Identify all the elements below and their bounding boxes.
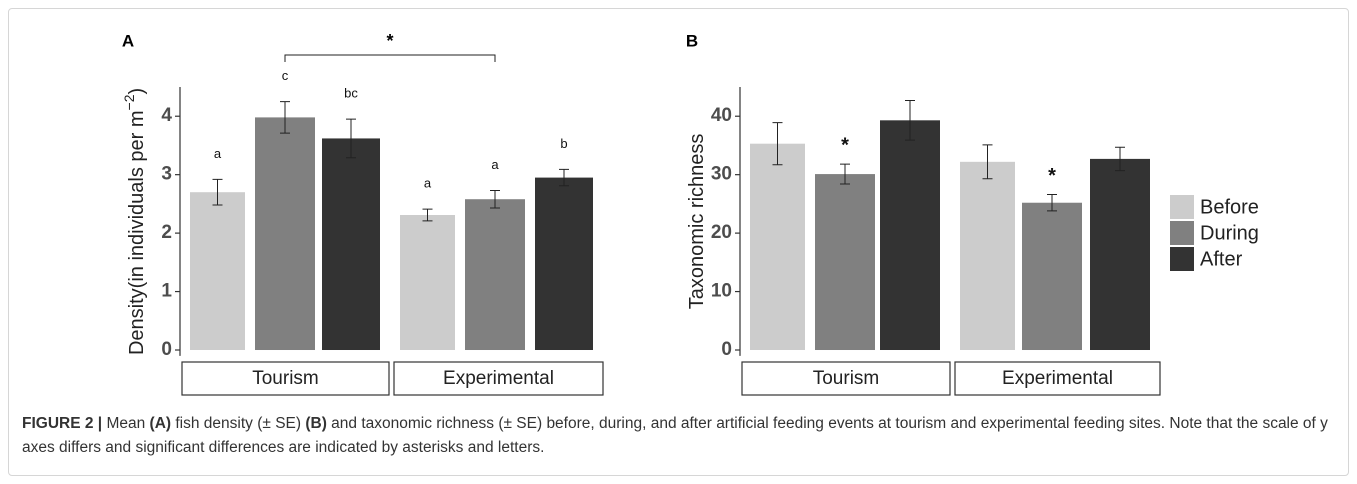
y-axis-label-part: Taxonomic richness: [686, 134, 708, 310]
legend-swatch: [1170, 195, 1194, 219]
significance-label: bc: [344, 86, 358, 101]
bar: [960, 161, 1015, 351]
legend-label: During: [1200, 222, 1259, 244]
bracket-label: *: [386, 31, 393, 51]
significance-label: c: [282, 68, 289, 83]
error-bar: [772, 122, 783, 166]
y-axis-label-part: Density(in individuals per m: [126, 110, 148, 355]
figure-frame: [8, 8, 1349, 476]
y-tick-label: 4: [161, 105, 172, 126]
facet-label: Experimental: [443, 368, 554, 389]
error-bar: [280, 101, 290, 134]
bracket: [284, 54, 496, 62]
legend-label: Before: [1200, 196, 1259, 218]
bar: [1090, 158, 1150, 351]
error-bar: [840, 163, 850, 185]
y-axis-label-part: ): [126, 88, 148, 95]
significance-label: a: [491, 157, 499, 172]
bar: [1022, 202, 1082, 351]
y-tick-label: 0: [161, 339, 172, 360]
facet-strip: [393, 361, 604, 396]
error-bar: [1115, 146, 1125, 172]
caption-text: and taxonomic richness (± SE) before, du…: [22, 415, 1328, 456]
significance-label: *: [841, 134, 849, 156]
bar: [815, 174, 875, 351]
caption-text: (A): [149, 415, 172, 432]
facet-label: Tourism: [252, 368, 319, 389]
facet-strip: [954, 361, 1161, 396]
legend-swatch: [1170, 221, 1194, 245]
y-tick-label: 3: [161, 164, 172, 185]
bar: [322, 138, 380, 351]
y-tick-label: 0: [721, 339, 732, 360]
error-bar: [559, 168, 569, 187]
bar: [465, 199, 525, 351]
bar: [400, 214, 455, 351]
significance-label: b: [560, 136, 567, 151]
y-tick-label: 1: [161, 281, 172, 302]
y-tick-label: 30: [711, 164, 732, 185]
y-tick-label: 40: [711, 105, 732, 126]
bar: [880, 120, 940, 351]
error-bar: [490, 189, 500, 209]
facet-label: Tourism: [813, 368, 880, 389]
significance-label: *: [1048, 165, 1056, 187]
y-tick-label: 20: [711, 222, 732, 243]
y-tick-label: 2: [161, 222, 172, 243]
y-axis-label-part: −2: [121, 94, 137, 110]
panel-label: B: [686, 31, 698, 50]
caption-label: FIGURE 2 |: [22, 415, 103, 432]
error-bar: [346, 118, 356, 159]
bar: [535, 177, 593, 351]
facet-label: Experimental: [1002, 368, 1113, 389]
significance-label: a: [214, 146, 222, 161]
y-axis-label: Density(in individuals per m−2): [121, 88, 149, 355]
panel-label: A: [122, 31, 134, 50]
error-bar: [982, 144, 993, 180]
legend-swatch: [1170, 247, 1194, 271]
facet-strip: [181, 361, 390, 396]
bar: [190, 192, 245, 351]
caption: FIGURE 2 | Mean (A) fish density (± SE) …: [22, 412, 1332, 460]
error-bar: [905, 99, 915, 141]
error-bar: [212, 178, 223, 206]
error-bar: [1047, 194, 1057, 212]
caption-text: fish density (± SE): [171, 415, 306, 432]
chart: A 0 1 2 3 4 Density(in individuals per m−2) Tou…: [121, 31, 1259, 396]
error-bar: [422, 208, 433, 222]
legend-label: After: [1200, 248, 1243, 270]
caption-text: Mean: [102, 415, 150, 432]
facet-strip: [741, 361, 951, 396]
significance-label: a: [424, 176, 432, 191]
bar: [255, 117, 315, 351]
y-axis-label: Taxonomic richness: [686, 134, 708, 310]
caption-text: (B): [305, 415, 327, 432]
y-tick-label: 10: [711, 281, 732, 302]
bar: [750, 143, 805, 351]
